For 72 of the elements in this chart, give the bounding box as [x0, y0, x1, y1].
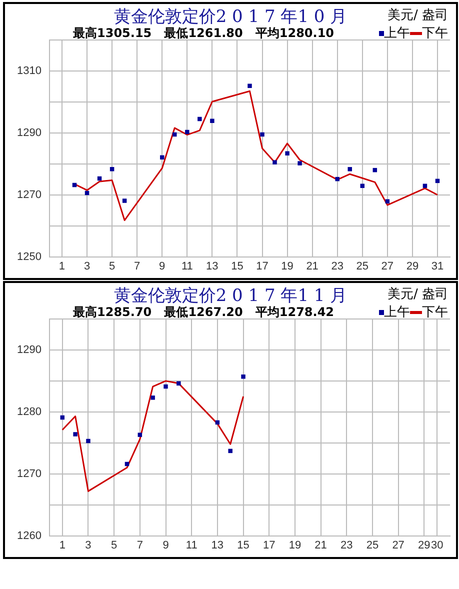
y-tick-label: 1260	[16, 530, 42, 542]
x-tick-label: 15	[231, 260, 244, 272]
annotation: 最高1285.70 最低1267.20 平均1278.42	[73, 304, 334, 321]
point	[241, 374, 246, 379]
x-tick-label: 23	[331, 260, 344, 272]
point	[86, 438, 90, 444]
point	[228, 448, 232, 454]
point	[172, 132, 177, 137]
x-tick-label: 17	[256, 260, 268, 272]
point	[198, 116, 202, 122]
x-tick-label: 25	[356, 260, 369, 272]
x-tick-label: 27	[392, 539, 404, 552]
point	[385, 199, 390, 204]
point	[176, 381, 181, 386]
x-tick-label: 13	[206, 260, 218, 272]
x-tick-label: 5	[111, 539, 118, 552]
point	[73, 432, 78, 436]
x-tick-label: 3	[85, 539, 92, 552]
x-tick-label: 9	[162, 539, 169, 552]
point	[185, 130, 190, 134]
x-tick-label: 21	[306, 260, 318, 272]
point	[285, 151, 290, 156]
y-tick-label: 1290	[16, 344, 42, 356]
y-tick-label: 1250	[16, 250, 42, 263]
annotation: 最高1305.15 最低1261.80 平均1280.10	[73, 25, 334, 42]
legend-label: 上午	[384, 305, 410, 320]
legend-label: 上午	[384, 26, 410, 41]
x-tick-label: 19	[288, 539, 302, 552]
x-tick-label: 29	[406, 260, 419, 272]
x-tick-label: 27	[381, 260, 394, 272]
x-tick-label: 19	[281, 260, 294, 272]
y-tick-label: 1270	[16, 468, 42, 480]
x-tick-label: 7	[136, 539, 143, 552]
x-tick-label: 23	[340, 539, 353, 552]
point	[272, 160, 277, 164]
point	[248, 84, 252, 88]
x-tick-label: 13	[211, 539, 224, 552]
x-tick-label: 7	[134, 260, 140, 272]
y-tick-label: 1290	[16, 126, 42, 139]
point	[138, 432, 142, 437]
point	[260, 132, 264, 137]
x-tick-label: 5	[108, 260, 116, 272]
x-tick-label: 17	[262, 539, 276, 552]
text: 美元/ 盎司	[387, 7, 448, 24]
point	[348, 167, 352, 172]
x-tick-label: 1	[59, 539, 66, 552]
point	[122, 198, 127, 203]
point	[110, 167, 114, 172]
x-tick-label: 21	[314, 539, 327, 552]
x-tick-label: 25	[366, 539, 379, 552]
point	[335, 176, 340, 182]
x-tick-label: 30	[430, 539, 444, 552]
chart-title: 黄金伦敦定价2 0 1 7 年1 0 月	[114, 7, 348, 27]
x-tick-label: 31	[431, 260, 444, 272]
legend-label: 下午	[422, 305, 448, 320]
point	[164, 384, 168, 389]
x-tick-label: 29	[418, 539, 430, 552]
x-tick-label: 11	[181, 260, 193, 272]
y-tick-label: 1270	[16, 188, 42, 201]
legend-label: 下午	[422, 26, 448, 41]
x-tick-label: 9	[159, 260, 166, 272]
text: 美元/ 盎司	[387, 286, 448, 303]
point	[150, 396, 155, 400]
point	[210, 118, 214, 123]
y-tick-label: 1310	[16, 65, 42, 78]
x-tick-label: 1	[58, 260, 66, 272]
point	[298, 161, 302, 166]
y-tick-label: 1280	[16, 406, 42, 418]
x-tick-label: 15	[237, 539, 250, 552]
x-tick-label: 3	[84, 260, 90, 272]
chart-title: 黄金伦敦定价2 0 1 7 年1 1 月	[114, 286, 348, 306]
x-tick-label: 11	[186, 539, 198, 552]
